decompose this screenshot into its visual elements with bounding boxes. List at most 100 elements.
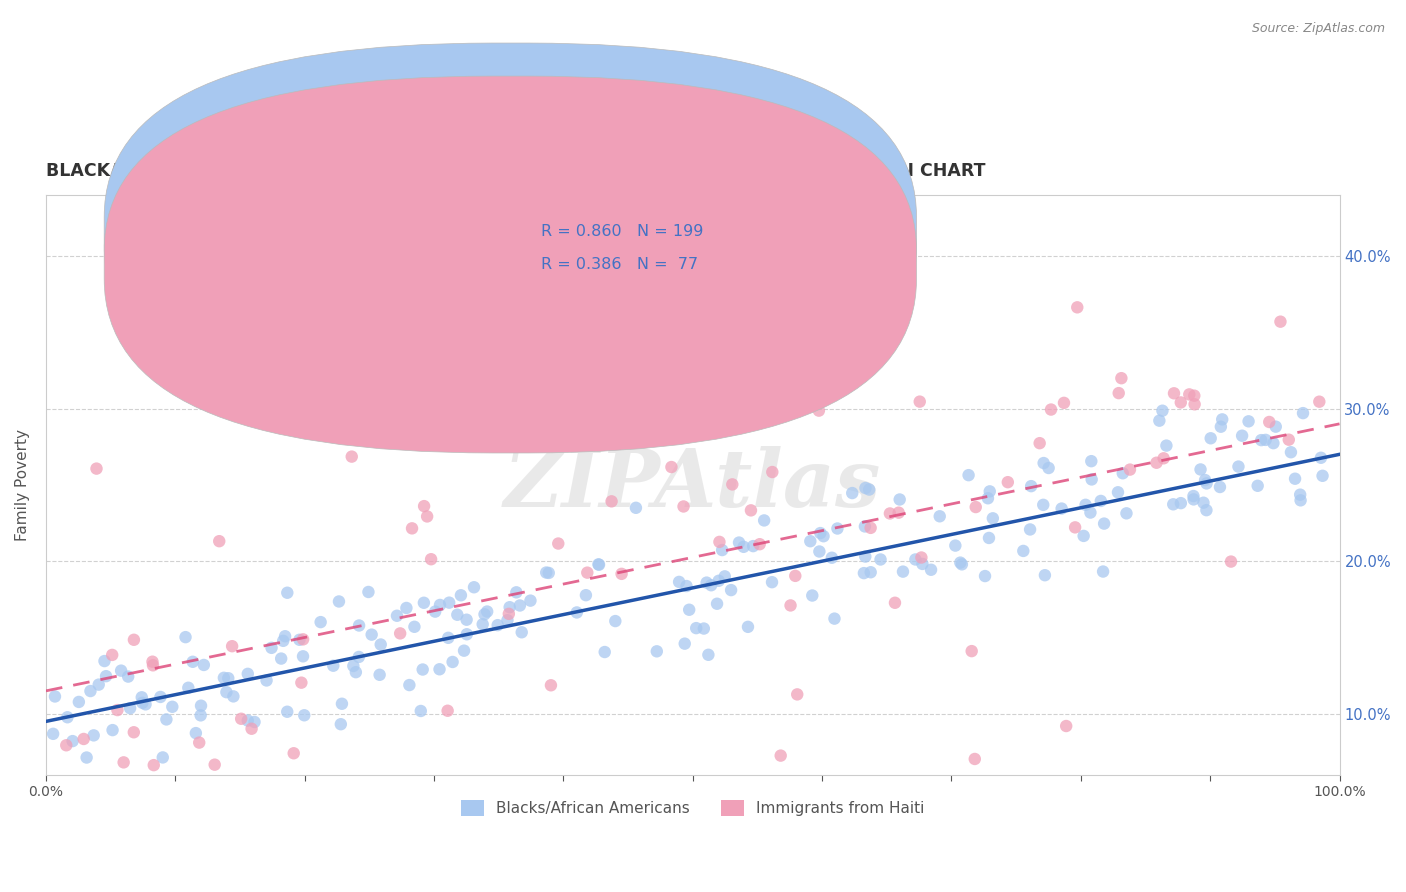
Point (152, 750, 174, 764)
Point (624, 500, 647, 515)
Point (486, 618, 509, 632)
Point (330, 697, 353, 711)
Point (841, 486, 863, 500)
Point (328, 594, 350, 608)
Point (471, 617, 494, 632)
Point (661, 460, 683, 475)
Point (742, 539, 765, 553)
Point (1227, 459, 1250, 474)
FancyBboxPatch shape (104, 43, 917, 420)
Point (1189, 462, 1212, 476)
Point (904, 552, 927, 566)
Point (1156, 439, 1178, 453)
Point (401, 521, 423, 535)
Point (420, 552, 443, 566)
Point (429, 598, 451, 612)
Point (740, 503, 762, 517)
Point (329, 717, 352, 731)
Point (949, 556, 972, 570)
Point (395, 601, 418, 615)
Point (231, 712, 253, 726)
Y-axis label: Family Poverty: Family Poverty (15, 429, 30, 541)
Point (965, 500, 987, 514)
Point (212, 671, 235, 685)
Point (858, 483, 880, 497)
Point (236, 714, 259, 728)
Point (122, 632, 145, 647)
Point (347, 649, 370, 664)
Point (44, 690, 66, 704)
Point (496, 613, 519, 627)
Point (752, 513, 775, 527)
Point (1112, 467, 1135, 481)
Point (808, 526, 831, 541)
Point (217, 671, 239, 685)
Point (385, 608, 408, 623)
Point (83, 728, 105, 742)
Point (1115, 506, 1137, 520)
Point (769, 748, 792, 763)
Point (208, 534, 231, 549)
Point (853, 549, 876, 564)
Point (709, 535, 731, 549)
Point (243, 714, 266, 729)
Point (456, 627, 478, 641)
Point (1107, 485, 1129, 500)
Point (1119, 462, 1142, 476)
Point (87, 678, 110, 692)
Point (748, 537, 770, 551)
Point (1192, 496, 1215, 510)
Point (605, 614, 627, 628)
Point (943, 539, 966, 553)
Point (827, 521, 849, 535)
Point (67, 695, 90, 709)
Point (221, 639, 243, 653)
Point (1250, 433, 1272, 447)
Point (575, 588, 598, 602)
Point (1292, 406, 1315, 420)
Point (979, 484, 1001, 499)
Point (673, 637, 696, 651)
Point (1028, 436, 1050, 450)
Point (1149, 414, 1171, 428)
Point (505, 585, 527, 599)
Point (1092, 516, 1115, 531)
Point (236, 666, 259, 681)
Point (1247, 479, 1270, 493)
Point (852, 566, 875, 581)
Point (1090, 494, 1112, 508)
Point (1199, 431, 1222, 445)
Point (1209, 419, 1232, 434)
Point (1152, 403, 1174, 417)
Point (884, 596, 907, 610)
Point (1038, 461, 1060, 475)
Point (1264, 419, 1286, 434)
Point (404, 620, 426, 634)
Point (1053, 396, 1076, 410)
Point (101, 723, 124, 737)
Point (56, 710, 79, 724)
Point (910, 550, 932, 565)
Point (1284, 472, 1306, 486)
Point (141, 655, 163, 669)
Point (270, 651, 292, 665)
Point (963, 752, 986, 766)
Point (177, 681, 200, 695)
Point (498, 600, 520, 615)
Point (977, 531, 1000, 545)
Point (79, 684, 101, 698)
Point (1195, 503, 1218, 517)
Point (94, 669, 117, 683)
Text: R = 0.860   N = 199: R = 0.860 N = 199 (541, 224, 704, 239)
Point (342, 659, 364, 673)
Point (696, 575, 718, 590)
Point (1263, 436, 1285, 450)
FancyBboxPatch shape (104, 76, 917, 453)
Point (1073, 529, 1095, 543)
Point (707, 574, 730, 588)
Point (645, 644, 668, 658)
Point (908, 394, 931, 409)
Point (675, 579, 697, 593)
Point (398, 678, 420, 692)
Point (801, 589, 824, 603)
